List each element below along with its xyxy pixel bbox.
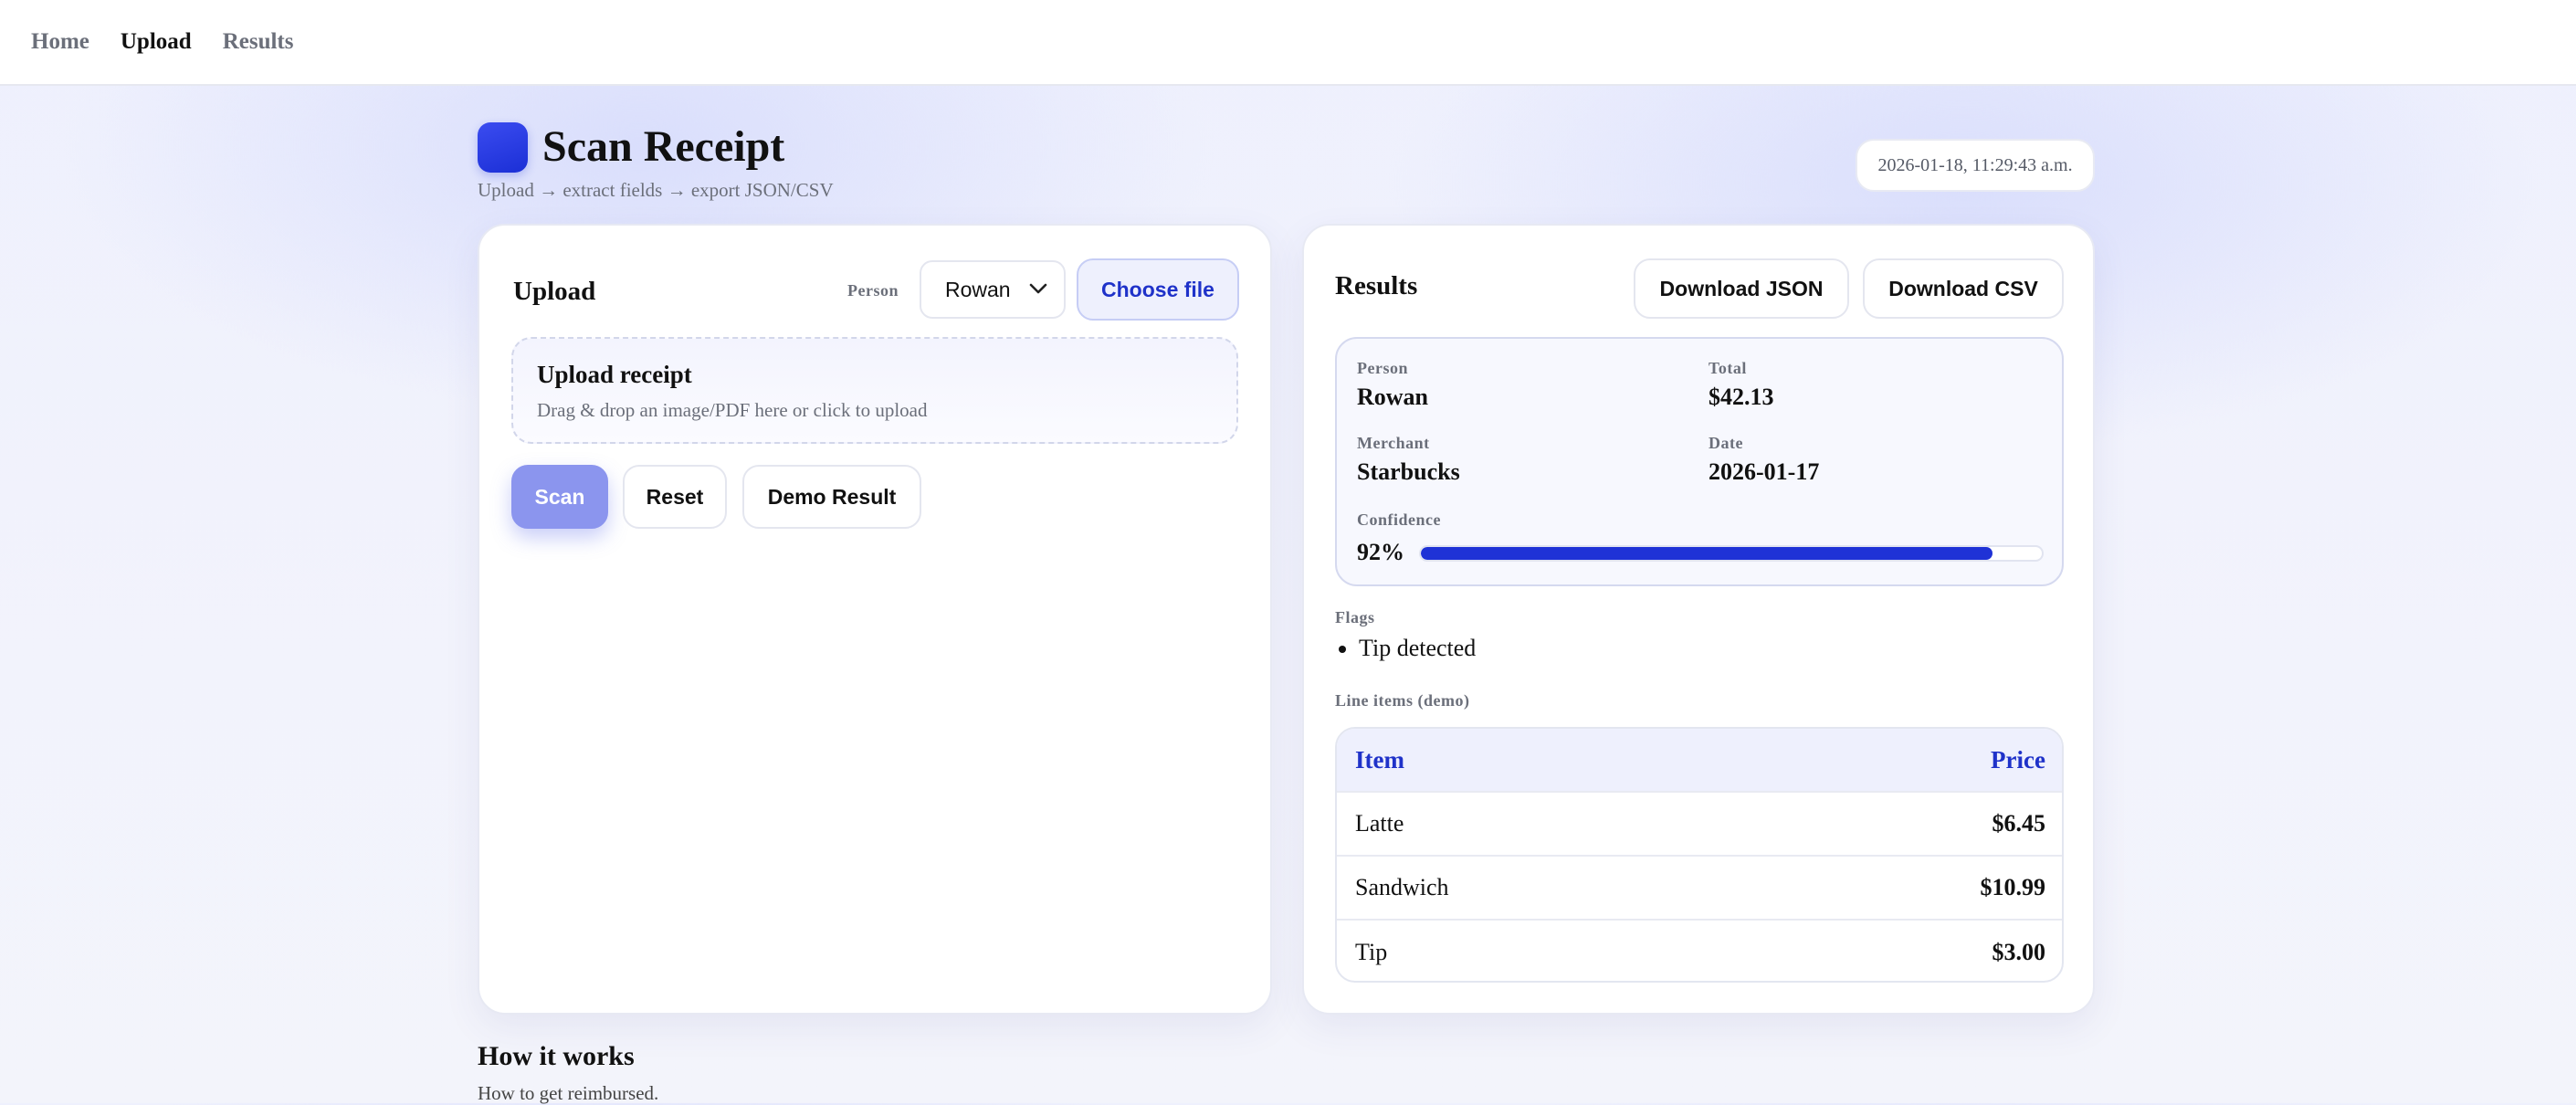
app-logo-icon	[478, 122, 528, 173]
scan-button[interactable]: Scan	[511, 465, 608, 529]
flags-label: Flags	[1335, 608, 1375, 626]
nav-home[interactable]: Home	[31, 29, 89, 54]
upload-card: Upload Person Rowan Choose file Upload r…	[478, 224, 1272, 1015]
results-heading: Results	[1335, 271, 1418, 300]
table-row: Tip $3.00	[1337, 921, 2062, 981]
row-item: Sandwich	[1355, 874, 1449, 900]
line-items-label: Line items (demo)	[1335, 691, 1470, 710]
page-subtitle: Upload → extract fields → export JSON/CS…	[478, 179, 834, 201]
summary-merchant-value: Starbucks	[1357, 458, 1460, 485]
summary-total: Total $42.13	[1709, 359, 1774, 411]
col-header-price: Price	[1991, 745, 2045, 774]
upload-dropzone[interactable]: Upload receipt Drag & drop an image/PDF …	[511, 337, 1238, 444]
confidence-value: 92%	[1357, 539, 1404, 565]
nav-results[interactable]: Results	[222, 29, 294, 54]
person-select-value: Rowan	[945, 277, 1011, 301]
summary-merchant-label: Merchant	[1357, 434, 1430, 452]
summary-person-label: Person	[1357, 359, 1408, 377]
page-title: Scan Receipt	[542, 122, 785, 171]
reset-button[interactable]: Reset	[623, 465, 727, 529]
summary-date: Date 2026-01-17	[1709, 434, 1819, 486]
nav-upload[interactable]: Upload	[120, 29, 192, 54]
row-price: $6.45	[1992, 810, 2046, 837]
table-header-row: Item Price	[1337, 729, 2062, 793]
row-price: $10.99	[1980, 874, 2046, 900]
summary-total-label: Total	[1709, 359, 1747, 377]
chevron-down-icon	[1029, 283, 1047, 294]
results-card: Results Download JSON Download CSV Perso…	[1302, 224, 2095, 1015]
dropzone-title: Upload receipt	[537, 361, 692, 388]
upload-heading: Upload	[513, 277, 596, 306]
confidence-label: Confidence	[1357, 510, 1441, 529]
timestamp-badge: 2026-01-18, 11:29:43 a.m.	[1856, 139, 2095, 192]
confidence-bar-fill	[1421, 547, 1992, 560]
col-header-item: Item	[1355, 745, 1404, 774]
summary-person: Person Rowan	[1357, 359, 1428, 411]
person-select[interactable]: Rowan	[920, 260, 1066, 319]
row-price: $3.00	[1992, 939, 2046, 965]
summary-merchant: Merchant Starbucks	[1357, 434, 1460, 486]
row-item: Latte	[1355, 810, 1404, 837]
download-csv-button[interactable]: Download CSV	[1863, 258, 2064, 319]
dropzone-text: Drag & drop an image/PDF here or click t…	[537, 399, 928, 421]
summary-person-value: Rowan	[1357, 384, 1429, 410]
demo-result-button[interactable]: Demo Result	[742, 465, 921, 529]
how-it-works-title: How it works	[478, 1041, 635, 1071]
summary-date-label: Date	[1709, 434, 1743, 452]
summary-date-value: 2026-01-17	[1709, 458, 1820, 485]
table-row: Latte $6.45	[1337, 793, 2062, 857]
confidence-bar	[1419, 545, 2044, 562]
table-row: Sandwich $10.99	[1337, 857, 2062, 921]
download-json-button[interactable]: Download JSON	[1634, 258, 1849, 319]
summary-total-value: $42.13	[1709, 384, 1774, 410]
result-summary: Person Rowan Total $42.13 Merchant Starb…	[1335, 337, 2064, 586]
choose-file-button[interactable]: Choose file	[1077, 258, 1239, 321]
person-label: Person	[847, 281, 899, 300]
top-nav: Home Upload Results	[0, 0, 2576, 86]
line-items-table: Item Price Latte $6.45 Sandwich $10.99 T…	[1335, 727, 2064, 983]
row-item: Tip	[1355, 939, 1388, 965]
flag-item: Tip detected	[1359, 635, 1476, 662]
flags-list: Tip detected	[1331, 635, 1476, 662]
how-it-works-subtitle: How to get reimbursed.	[478, 1082, 659, 1104]
